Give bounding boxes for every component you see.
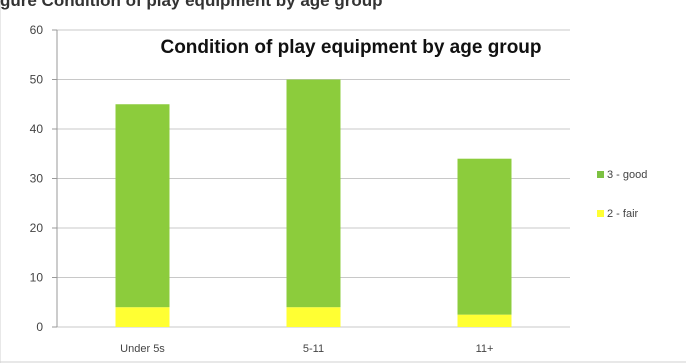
y-axis: 0 10 20 30 40 50 60 [30,23,58,334]
legend-swatch [597,171,604,178]
y-tick-label: 10 [30,271,44,285]
bar-3-good [286,79,341,308]
bar-2-fair [115,307,170,327]
legend: 3 - good 2 - fair [597,169,647,220]
y-tick-label: 0 [36,320,43,334]
x-tick-label: 11+ [476,343,494,355]
figure-caption: gure Condition of play equipment by age … [0,0,383,10]
y-tick-label: 40 [30,122,44,136]
y-tick-label: 20 [30,221,44,235]
bar-2-fair [457,314,512,327]
y-tick-label: 30 [30,172,44,186]
legend-label: 3 - good [607,169,647,181]
x-tick-label: Under 5s [120,343,165,355]
chart-title: Condition of play equipment by age group [160,37,541,58]
bar-3-good [457,158,512,315]
legend-label: 2 - fair [607,208,639,220]
bar-3-good [115,104,170,308]
bar-2-fair [286,307,341,327]
y-tick-label: 50 [30,73,44,87]
x-axis: Under 5s 5-11 11+ [120,343,493,355]
legend-swatch [597,210,604,217]
y-tick-label: 60 [30,23,44,37]
bars [115,79,512,327]
x-tick-label: 5-11 [303,343,324,355]
